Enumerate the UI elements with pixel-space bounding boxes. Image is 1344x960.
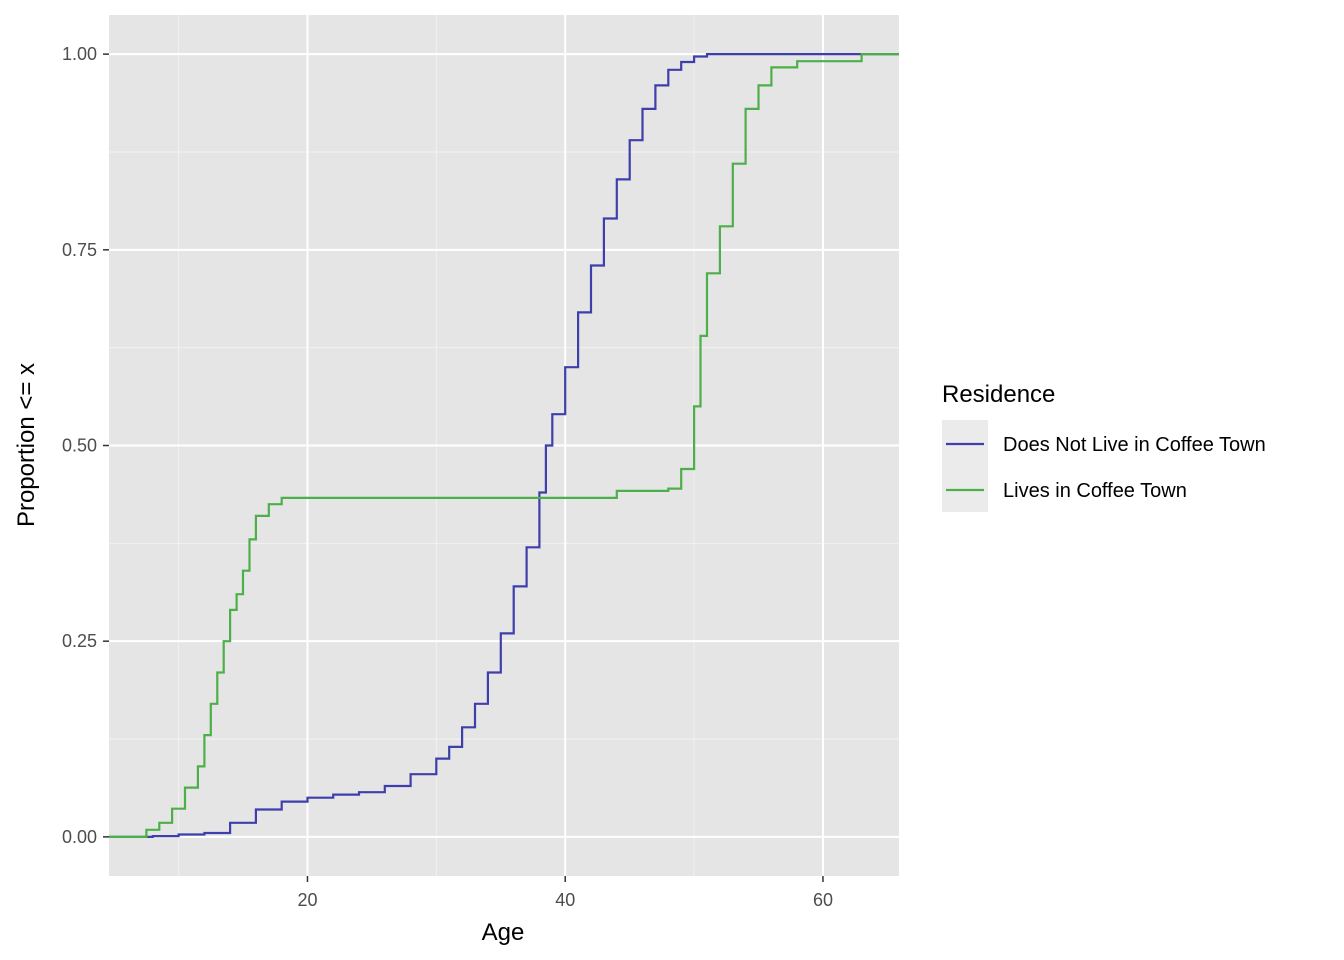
x-axis: 20 40 60 — [297, 876, 833, 910]
y-tick-label: 1.00 — [62, 44, 97, 64]
y-tick-label: 0.75 — [62, 240, 97, 260]
y-tick-label: 0.00 — [62, 827, 97, 847]
x-axis-title: Age — [482, 919, 525, 946]
y-axis-title: Proportion <= x — [13, 363, 40, 527]
legend-key-background — [942, 420, 988, 512]
legend: Residence Does Not Live in Coffee Town L… — [942, 381, 1266, 512]
grid-major — [109, 15, 899, 876]
series-line-0 — [109, 53, 899, 838]
legend-label-lives: Lives in Coffee Town — [1003, 480, 1187, 502]
legend-title: Residence — [942, 381, 1055, 408]
y-axis: 0.00 0.25 0.50 0.75 1.00 — [62, 44, 109, 847]
y-tick-label: 0.25 — [62, 631, 97, 651]
x-tick-label: 60 — [813, 890, 833, 910]
legend-label-does-not-live: Does Not Live in Coffee Town — [1003, 434, 1266, 456]
x-tick-label: 40 — [555, 890, 575, 910]
series-layer — [109, 53, 899, 838]
series-line-1 — [109, 53, 899, 838]
x-tick-label: 20 — [297, 890, 317, 910]
y-tick-label: 0.50 — [62, 436, 97, 456]
